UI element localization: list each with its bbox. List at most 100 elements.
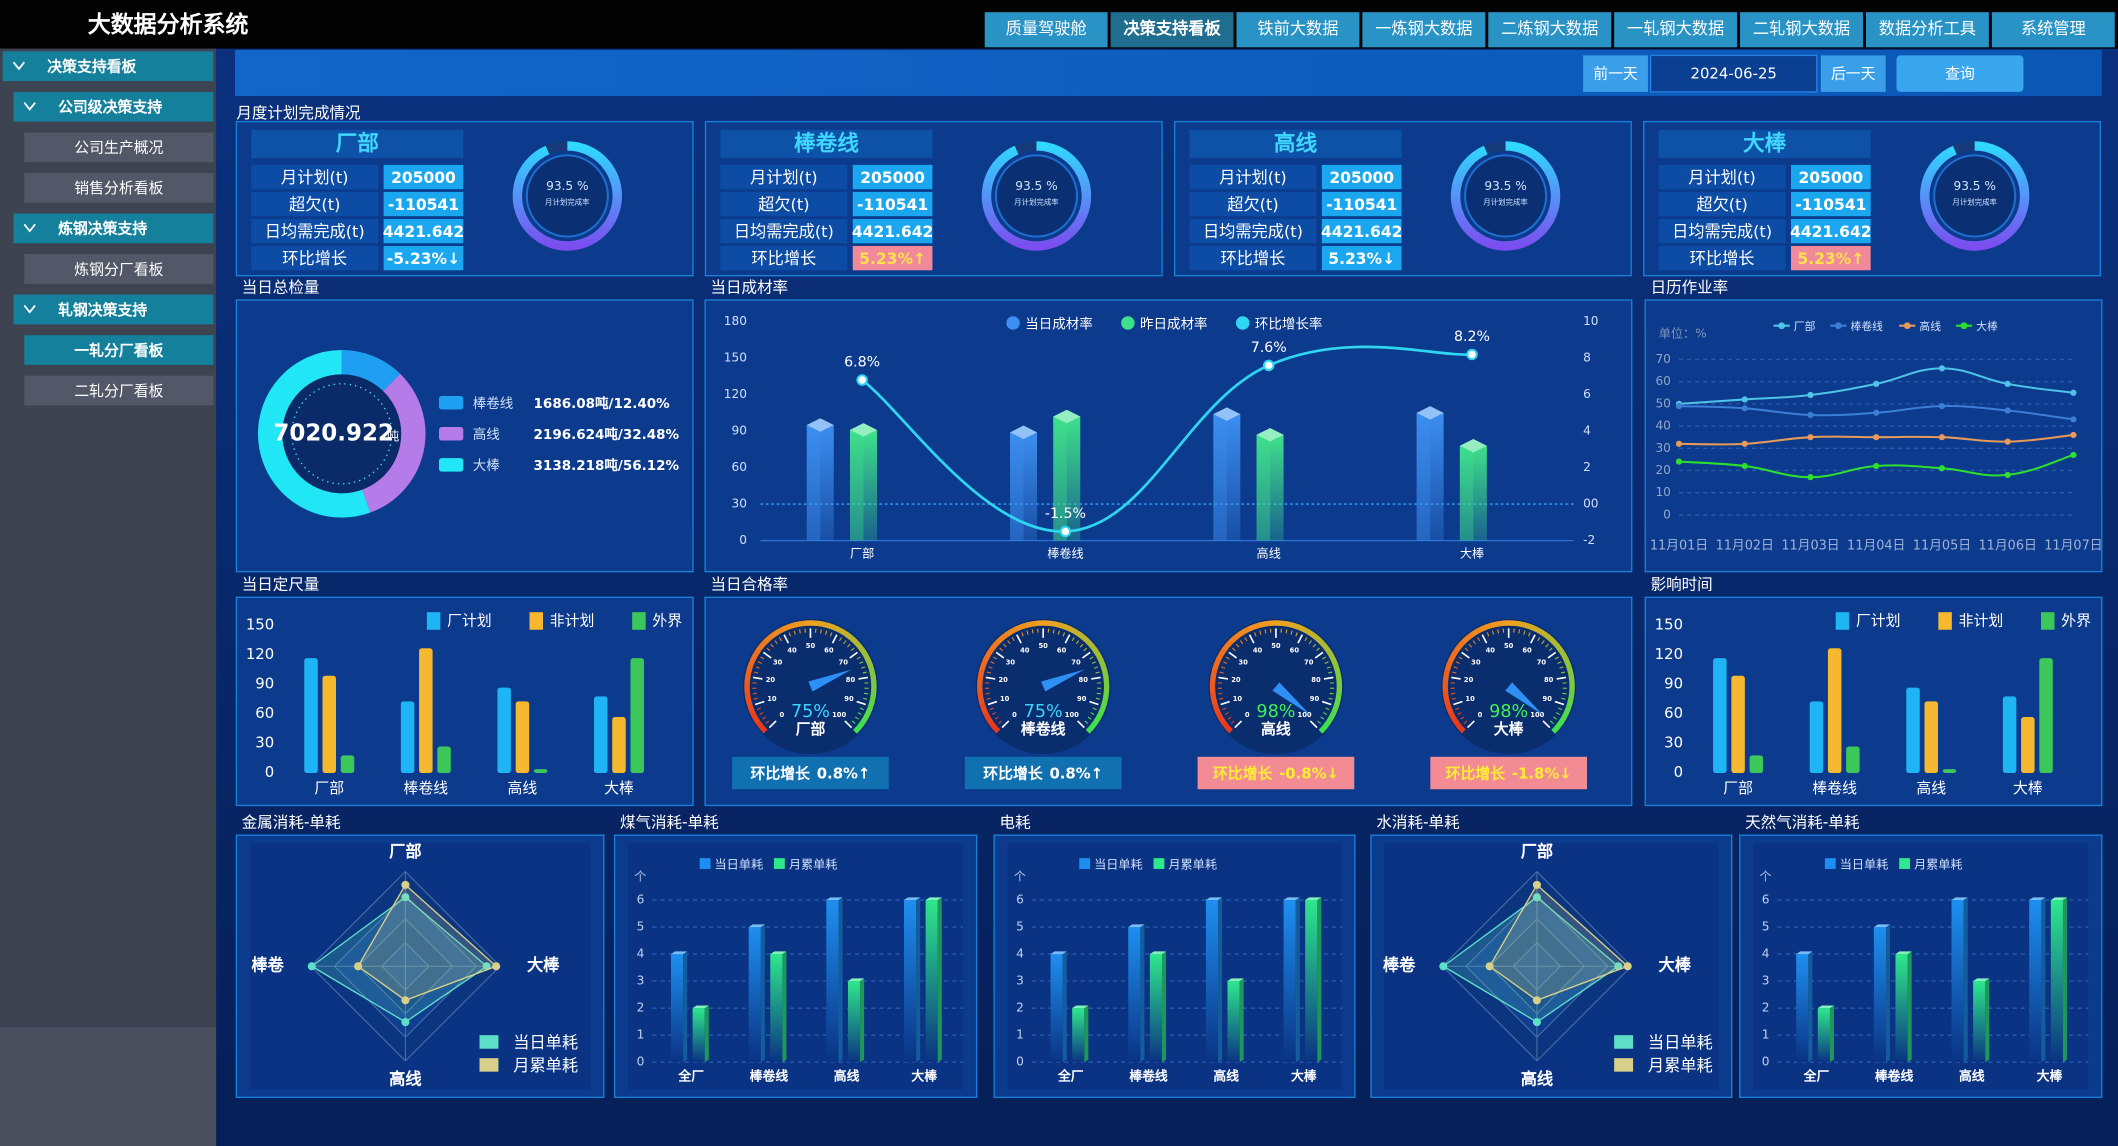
gauge-minor-tick	[1227, 716, 1232, 720]
legend-swatch	[426, 612, 441, 630]
button[interactable]	[1583, 55, 1648, 92]
row-value: 4421.642	[1321, 223, 1402, 241]
menu-item[interactable]	[24, 132, 214, 163]
y-tick-label: 30	[1655, 441, 1670, 455]
gauge-minor-tick	[774, 640, 778, 645]
menu-item[interactable]	[2, 51, 214, 82]
change-badge	[1197, 756, 1355, 790]
nav-tab[interactable]	[1236, 12, 1360, 48]
radar-point	[492, 962, 501, 971]
gauge-tick	[1064, 634, 1071, 644]
gauge-tick	[1309, 720, 1318, 729]
button[interactable]	[1820, 55, 1886, 92]
nav-tab-label[interactable]: 一炼钢大数据	[1375, 19, 1472, 38]
gauge-needle	[1041, 669, 1085, 692]
gauge-minor-tick	[753, 697, 758, 700]
donut-slice	[341, 350, 401, 392]
button-label[interactable]: 前一天	[1593, 64, 1638, 82]
gauge-tick-label: 60	[1057, 646, 1067, 654]
row-value-cell	[852, 164, 933, 190]
gauge-minor-tick	[1468, 643, 1473, 648]
nav-tab-label[interactable]: 质量驾驶舱	[1006, 19, 1087, 38]
nav-tab-label[interactable]: 系统管理	[2021, 19, 2086, 38]
gauge-minor-tick	[756, 707, 762, 711]
button-label[interactable]: 后一天	[1831, 64, 1876, 82]
menu-item[interactable]	[13, 213, 214, 244]
menu-label[interactable]: 一轧分厂看板	[74, 341, 163, 359]
nav-tab[interactable]	[1740, 12, 1863, 48]
nav-tab[interactable]	[1488, 12, 1612, 48]
bar-cap	[1072, 1005, 1089, 1009]
menu-label[interactable]: 轧钢决策支持	[58, 301, 147, 319]
gauge-face	[1208, 618, 1344, 755]
bar	[1817, 1008, 1830, 1063]
bar-cap	[2029, 897, 2046, 901]
nav-tab[interactable]	[1110, 12, 1234, 48]
gauge-minor-tick	[1264, 629, 1267, 634]
gauge-minor-tick	[986, 697, 991, 700]
bar	[1283, 900, 1296, 1063]
menu-label[interactable]: 公司生产概况	[74, 139, 163, 157]
gauge-minor-tick	[1089, 656, 1094, 660]
slice-label: 1686.08吨/12.40%	[534, 395, 671, 412]
button-label[interactable]: 查询	[1945, 64, 1975, 82]
radar-point	[401, 893, 410, 902]
menu-label[interactable]: 炼钢分厂看板	[74, 260, 163, 278]
gauge-tick	[1234, 720, 1243, 729]
nav-tab-label[interactable]: 数据分析工具	[1879, 19, 1976, 38]
x-tick-label: 棒卷线	[1047, 546, 1083, 561]
gauge-minor-tick	[1007, 640, 1011, 645]
gauge-minor-tick	[1472, 640, 1476, 645]
gauge-tick	[1461, 651, 1470, 659]
menu-label[interactable]: 炼钢决策支持	[58, 220, 147, 238]
gauge-band	[744, 668, 752, 682]
gauge-tick-label: 70	[1537, 659, 1547, 667]
menu-item[interactable]	[24, 335, 214, 365]
nav-tab[interactable]	[984, 12, 1108, 48]
nav-tab[interactable]	[1865, 12, 1989, 48]
menu-item[interactable]	[13, 294, 214, 325]
gauge-value: 75%	[791, 702, 830, 722]
gauge-minor-tick	[757, 661, 762, 664]
line-point	[1675, 458, 1683, 465]
change-text: 环比增长 0.8%↑	[751, 764, 871, 782]
nav-tab[interactable]	[1362, 12, 1486, 48]
menu-item[interactable]	[24, 375, 214, 406]
nav-tab-label[interactable]: 铁前大数据	[1257, 19, 1338, 38]
menu-label[interactable]: 决策支持看板	[47, 58, 136, 76]
gauge-minor-tick	[1232, 647, 1236, 652]
menu-item[interactable]	[13, 91, 214, 122]
button[interactable]	[1896, 55, 2024, 92]
gauge-band	[869, 691, 877, 705]
row-value-cell	[1321, 245, 1402, 271]
gauge-minor-tick	[838, 637, 843, 642]
gauge-tick-label: 70	[1071, 659, 1081, 667]
date-field[interactable]	[1649, 54, 1818, 93]
row-label-cell	[1658, 218, 1786, 244]
menu-label[interactable]: 二轧分厂看板	[74, 382, 163, 400]
gauge-minor-tick	[1219, 671, 1224, 674]
gauge-tick	[1453, 700, 1463, 706]
nav-tab[interactable]	[1991, 12, 2115, 48]
bar-side	[937, 897, 942, 1063]
y-tick-label: 30	[732, 497, 747, 511]
date-value[interactable]: 2024-06-25	[1691, 64, 1777, 82]
menu-chevron	[23, 304, 36, 314]
gauge-tick-label: 80	[1544, 676, 1554, 684]
nav-tab-label[interactable]: 二轧钢大数据	[1753, 19, 1850, 38]
row-value-cell	[1321, 191, 1402, 217]
bar	[1072, 1008, 1085, 1063]
card-title: 棒卷线	[794, 131, 859, 157]
nav-tab-label[interactable]: 二炼钢大数据	[1501, 19, 1598, 38]
menu-label[interactable]: 销售分析看板	[74, 179, 163, 197]
nav-tab[interactable]	[1614, 12, 1738, 48]
menu-label[interactable]: 公司级决策支持	[58, 98, 162, 116]
ring-value: 93.5 %	[546, 179, 588, 193]
radar-axis-label: 大棒	[527, 956, 560, 975]
menu-item[interactable]	[24, 254, 214, 284]
nav-tab-label[interactable]: 决策支持看板	[1123, 19, 1221, 38]
menu-item[interactable]	[24, 172, 214, 203]
nav-tab-label[interactable]: 一轧钢大数据	[1627, 19, 1724, 38]
panel-title: 日历作业率	[1651, 278, 1729, 296]
x-tick-label: 高线	[1916, 779, 1946, 797]
